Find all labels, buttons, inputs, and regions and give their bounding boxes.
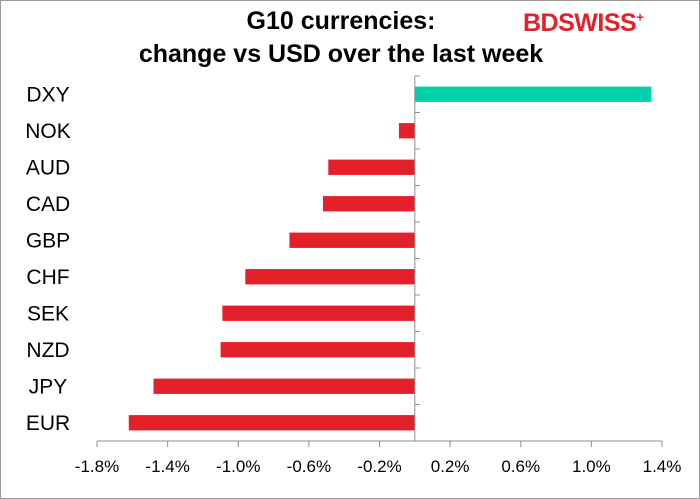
x-tick-label: -1.0% xyxy=(216,457,260,476)
bar-dxy xyxy=(414,86,652,102)
bar-nzd xyxy=(220,342,415,358)
x-tick-label: -1.4% xyxy=(145,457,189,476)
category-label-nok: NOK xyxy=(25,120,71,143)
logo-plus-icon: + xyxy=(636,9,644,25)
bar-jpy xyxy=(153,378,415,394)
category-labels-group: DXY NOK AUD CAD GBP CHF SEK NZD JPY EUR xyxy=(25,83,71,435)
x-tick-label: 0.2% xyxy=(431,457,470,476)
bar-eur xyxy=(128,415,415,431)
x-tick-label: -0.2% xyxy=(357,457,401,476)
category-label-cad: CAD xyxy=(26,193,70,216)
category-label-eur: EUR xyxy=(26,412,70,435)
chart-title-line-2: change vs USD over the last week xyxy=(138,40,544,68)
bar-cad xyxy=(323,196,415,212)
bar-aud xyxy=(328,159,415,175)
category-label-gbp: GBP xyxy=(26,229,70,252)
logo-text-bd: BD xyxy=(523,9,559,37)
x-tick-label: 1.4% xyxy=(643,457,682,476)
x-tick-label: 1.0% xyxy=(572,457,611,476)
bar-gbp xyxy=(289,232,415,248)
category-label-nzd: NZD xyxy=(26,339,69,362)
category-label-chf: CHF xyxy=(26,266,69,289)
x-tick-label: -1.8% xyxy=(75,457,119,476)
category-label-jpy: JPY xyxy=(29,375,68,398)
x-tick-label: -0.6% xyxy=(287,457,331,476)
chart-title-line-1: G10 currencies: xyxy=(246,7,436,35)
x-tick-label: 0.6% xyxy=(501,457,540,476)
category-label-dxy: DXY xyxy=(26,83,69,106)
bars-group xyxy=(128,86,652,431)
bar-chf xyxy=(245,269,415,285)
bar-sek xyxy=(222,305,415,321)
axes-group xyxy=(96,75,663,447)
category-label-sek: SEK xyxy=(27,302,69,325)
category-label-aud: AUD xyxy=(26,156,70,179)
bar-nok xyxy=(398,123,415,139)
tick-labels-group: -1.8% -1.4% -1.0% -0.6% -0.2% 0.2% 0.6% 1.0% 1.4… xyxy=(75,457,682,476)
logo-text-swiss: SWISS xyxy=(558,9,637,37)
chart-title: G10 currencies: change vs USD over the l… xyxy=(81,5,601,71)
bdswiss-logo: BDSWISS+ xyxy=(523,9,644,38)
